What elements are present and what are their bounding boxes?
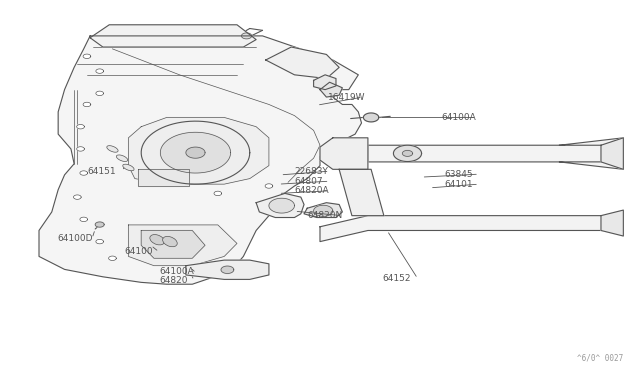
Polygon shape [96, 69, 104, 73]
Polygon shape [559, 138, 623, 145]
Polygon shape [394, 145, 422, 161]
Ellipse shape [116, 155, 128, 161]
Polygon shape [314, 205, 333, 217]
Text: 16419W: 16419W [328, 93, 365, 102]
Polygon shape [141, 121, 250, 184]
Polygon shape [266, 47, 339, 78]
Ellipse shape [123, 164, 134, 171]
Text: 64152: 64152 [383, 274, 411, 283]
Polygon shape [559, 162, 623, 169]
Ellipse shape [150, 235, 164, 245]
Polygon shape [90, 25, 256, 47]
Polygon shape [80, 217, 88, 222]
Polygon shape [314, 75, 336, 90]
Polygon shape [320, 82, 342, 97]
Polygon shape [265, 184, 273, 188]
Text: 64820A: 64820A [294, 186, 329, 195]
Polygon shape [141, 231, 205, 258]
Text: 64100A: 64100A [159, 267, 194, 276]
Text: 64807: 64807 [294, 177, 323, 186]
Polygon shape [96, 91, 104, 96]
Polygon shape [403, 150, 413, 156]
Polygon shape [601, 138, 623, 169]
Polygon shape [256, 193, 304, 218]
Polygon shape [320, 216, 623, 241]
Text: 63845: 63845 [444, 170, 472, 179]
Polygon shape [364, 113, 379, 122]
Polygon shape [83, 54, 91, 58]
Ellipse shape [107, 146, 118, 152]
Text: 64820: 64820 [159, 276, 188, 285]
Polygon shape [77, 125, 84, 129]
Text: 64100A: 64100A [442, 113, 476, 122]
Text: 22683Y: 22683Y [294, 167, 328, 176]
Text: 64100: 64100 [124, 247, 152, 256]
Polygon shape [339, 169, 384, 216]
Polygon shape [269, 198, 294, 213]
Text: 64101: 64101 [444, 180, 472, 189]
Polygon shape [95, 222, 104, 227]
Text: ^6/0^ 0027: ^6/0^ 0027 [577, 353, 623, 362]
Polygon shape [138, 169, 189, 186]
Polygon shape [129, 118, 269, 184]
Polygon shape [161, 132, 230, 173]
Polygon shape [96, 239, 104, 244]
Polygon shape [368, 145, 623, 162]
Ellipse shape [163, 237, 177, 247]
Text: 64820N: 64820N [307, 211, 342, 220]
Polygon shape [304, 203, 342, 218]
Polygon shape [83, 102, 91, 107]
Polygon shape [601, 210, 623, 236]
Polygon shape [129, 225, 237, 266]
Polygon shape [221, 266, 234, 273]
Polygon shape [74, 195, 81, 199]
Polygon shape [109, 256, 116, 260]
Polygon shape [241, 33, 252, 39]
Polygon shape [186, 147, 205, 158]
Polygon shape [80, 171, 88, 175]
Polygon shape [320, 138, 368, 169]
Polygon shape [214, 191, 221, 196]
Polygon shape [77, 147, 84, 151]
Polygon shape [186, 260, 269, 279]
Polygon shape [39, 36, 362, 284]
Text: 64151: 64151 [87, 167, 116, 176]
Text: 64100D: 64100D [57, 234, 92, 243]
